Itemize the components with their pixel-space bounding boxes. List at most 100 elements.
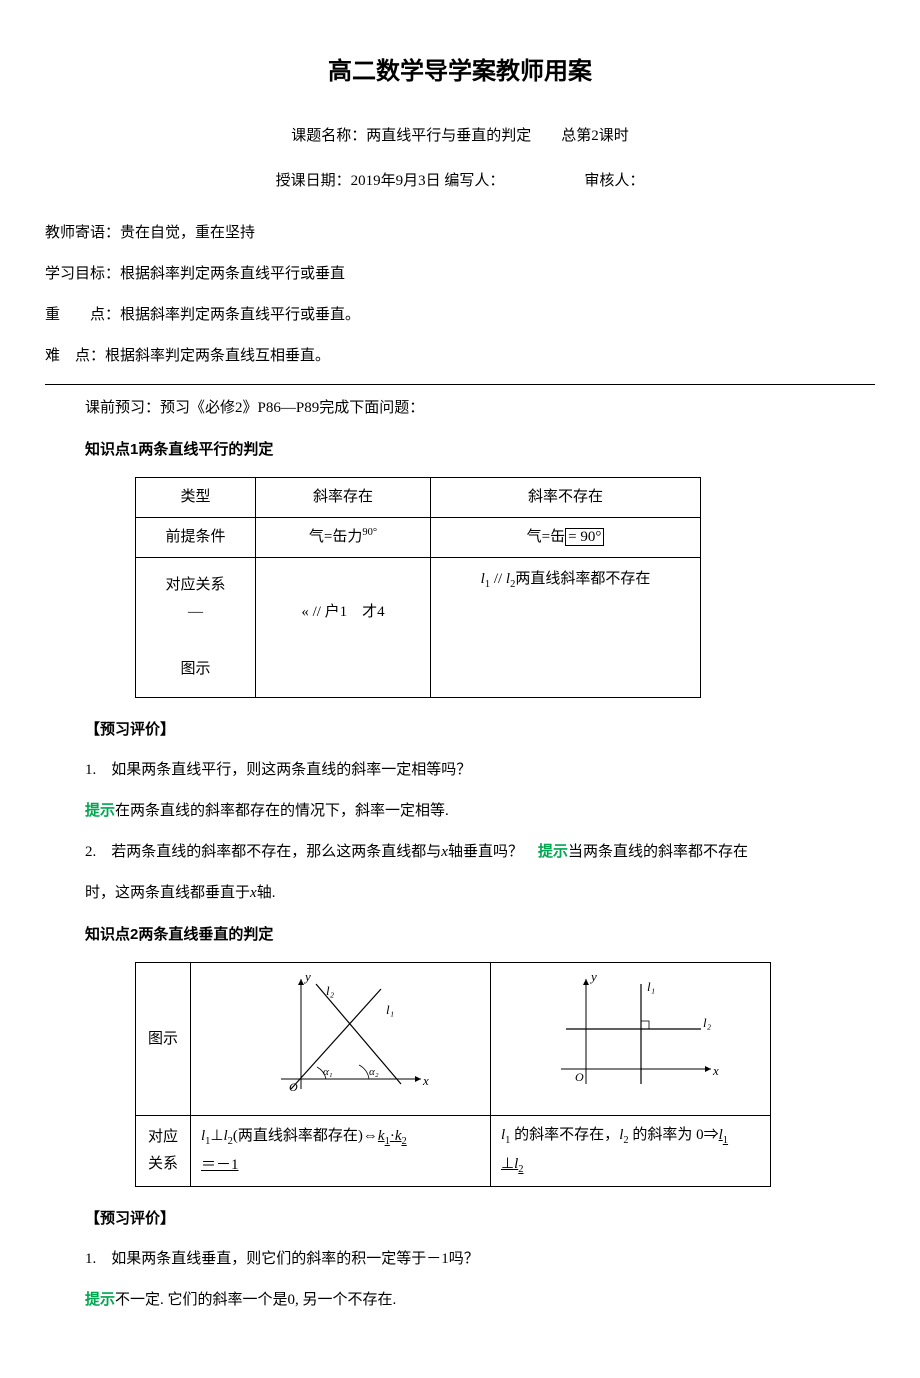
review1-a2b: 时，这两条直线都垂直于 — [85, 885, 250, 901]
kp2-r2c3-d: 的斜率为 0⇒ — [629, 1127, 719, 1143]
kp2-r2c3-f: ⊥ — [501, 1156, 514, 1172]
lesson-line: 课题名称：两直线平行与垂直的判定 总第2课时 — [45, 123, 875, 150]
writer-label: 编写人： — [444, 173, 504, 189]
kp1-r3c1b: — — [146, 599, 245, 626]
svg-text:l₁: l₁ — [647, 979, 655, 994]
lesson-label: 课题名称： — [291, 128, 366, 144]
kp1-r2c2a: 气=缶力 — [309, 529, 362, 545]
difficulty-label: 难 点： — [45, 348, 105, 364]
review1-heading: 【预习评价】 — [45, 716, 875, 743]
kp1-r1c1: 类型 — [136, 478, 256, 518]
kp1-r2c3: 气=缶= 90° — [431, 518, 701, 558]
date-line: 授课日期：2019年9月3日 编写人： 审核人： — [45, 168, 875, 195]
review2-heading: 【预习评价】 — [45, 1205, 875, 1232]
kp1-r3c1-group: 对应关系 — 图示 — [136, 558, 256, 698]
review1-a2c: 轴. — [257, 885, 276, 901]
preclass: 课前预习：预习《必修2》P86—P89完成下面问题： — [45, 395, 875, 422]
kp1-r3c3d: 两直线斜率都不存在 — [515, 571, 650, 587]
kp2-r2c2-g1: 2 — [402, 1136, 407, 1147]
keypoint: 重 点：根据斜率判定两条直线平行或垂直。 — [45, 302, 875, 329]
svg-text:x: x — [422, 1073, 429, 1088]
difficulty: 难 点：根据斜率判定两条直线互相垂直。 — [45, 343, 875, 370]
perpendicular-diagram-2: y x O l₁ l₂ — [531, 969, 731, 1099]
kp2-r2c3-b: 的斜率不存在， — [510, 1127, 619, 1143]
kp1-r3c3b: // — [490, 571, 506, 587]
kp1-r2c3b: = 90° — [565, 528, 604, 546]
svg-text:l₁: l₁ — [386, 1002, 394, 1017]
objective-label: 学习目标： — [45, 266, 120, 282]
kp1-r1c3: 斜率不存在 — [431, 478, 701, 518]
kp1-r3c2: « // 户1 才4 — [266, 599, 420, 626]
svg-text:y: y — [589, 969, 597, 984]
kp2-r2c1: 对应关系 — [136, 1116, 191, 1187]
kp1-r3c3-cell: l1 // l2两直线斜率都不存在 — [431, 558, 701, 698]
review2-a1-line: 提示不一定. 它们的斜率一个是0, 另一个不存在. — [45, 1287, 875, 1314]
teacher-msg-text: 贵在自觉，重在坚持 — [120, 225, 255, 241]
kp2-r2c2-e: k — [378, 1128, 385, 1144]
kp2-r2c2-g: k — [395, 1128, 402, 1144]
kp2-r2c2: l1⊥l2(两直线斜率都存在)⇔k1·k2＝－1 — [191, 1116, 491, 1187]
svg-text:x: x — [712, 1063, 719, 1078]
page-title: 高二数学导学案教师用案 — [45, 50, 875, 93]
kp1-r2c2b: 90° — [362, 527, 377, 538]
review1-q1: 1. 如果两条直线平行，则这两条直线的斜率一定相等吗？ — [45, 757, 875, 784]
kp2-r2c2-h: ＝－1 — [201, 1157, 239, 1173]
kp1-r1c2: 斜率存在 — [256, 478, 431, 518]
kp1-r2c3a: 气=缶 — [527, 529, 565, 545]
review2-a1: 不一定. 它们的斜率一个是0, 另一个不存在. — [115, 1292, 396, 1308]
kp1-r2c1: 前提条件 — [136, 518, 256, 558]
kp2-diagram2-cell: y x O l₁ l₂ — [491, 963, 771, 1116]
teacher-msg-label: 教师寄语： — [45, 225, 120, 241]
kp2-diagram1-cell: y x O l₂ l₁ α₁ α₂ — [191, 963, 491, 1116]
review1-q2-line: 2. 若两条直线的斜率都不存在，那么这两条直线都与x轴垂直吗？ 提示当两条直线的… — [45, 839, 875, 866]
reviewer-label: 审核人： — [584, 173, 644, 189]
kp2-table: 图示 y x O l₂ l₁ α₁ α₂ — [135, 962, 771, 1187]
kp2-r2c3: l1 的斜率不存在，l2 的斜率为 0⇒l1⊥l2 — [491, 1116, 771, 1187]
date-value: 2019年9月3日 — [351, 173, 441, 189]
kp2-r1c1: 图示 — [136, 963, 191, 1116]
kp1-table: 类型 斜率存在 斜率不存在 前提条件 气=缶力90° 气=缶= 90° 对应关系… — [135, 477, 701, 698]
kp1-r4c1: 图示 — [146, 656, 245, 683]
kp1-r2c2: 气=缶力90° — [256, 518, 431, 558]
review1-q2b: 轴垂直吗？ — [448, 844, 538, 860]
keypoint-label: 重 点： — [45, 307, 120, 323]
kp2-r2c3-e1: 1 — [723, 1135, 728, 1146]
objective-text: 根据斜率判定两条直线平行或垂直 — [120, 266, 345, 282]
difficulty-text: 根据斜率判定两条直线互相垂直。 — [105, 348, 330, 364]
svg-text:y: y — [303, 969, 311, 984]
kp1-title: 知识点1两条直线平行的判定 — [45, 436, 875, 463]
review1-a2a: 当两条直线的斜率都不存在 — [568, 844, 748, 860]
objective: 学习目标：根据斜率判定两条直线平行或垂直 — [45, 261, 875, 288]
svg-text:l₂: l₂ — [703, 1015, 712, 1030]
hint-label-1: 提示 — [85, 803, 115, 819]
lesson-name: 两直线平行与垂直的判定 — [366, 128, 531, 144]
lesson-period: 总第2课时 — [561, 128, 629, 144]
kp2-title: 知识点2两条直线垂直的判定 — [45, 921, 875, 948]
hint-label-3: 提示 — [85, 1292, 115, 1308]
divider — [45, 384, 875, 385]
hint-label-2: 提示 — [538, 844, 568, 860]
svg-text:O: O — [575, 1070, 584, 1084]
kp2-r2c2-d: (两直线斜率都存在)⇔ — [233, 1128, 378, 1144]
kp2-r2c2-b: ⊥ — [210, 1128, 223, 1144]
review1-a1: 在两条直线的斜率都存在的情况下，斜率一定相等. — [115, 803, 449, 819]
date-label: 授课日期： — [276, 173, 351, 189]
kp1-r3c1: 对应关系 — [146, 572, 245, 599]
svg-text:α₂: α₂ — [369, 1066, 379, 1078]
preclass-label: 课前预习： — [85, 400, 160, 416]
keypoint-text: 根据斜率判定两条直线平行或垂直。 — [120, 307, 360, 323]
review2-q1: 1. 如果两条直线垂直，则它们的斜率的积一定等于－1吗？ — [45, 1246, 875, 1273]
x-axis-ref-1: x — [441, 844, 448, 860]
kp2-r2c3-g1: 2 — [518, 1164, 523, 1175]
svg-text:α₁: α₁ — [323, 1066, 333, 1078]
x-axis-ref-2: x — [250, 885, 257, 901]
review1-a2b-line: 时，这两条直线都垂直于x轴. — [45, 880, 875, 907]
preclass-text: 预习《必修2》P86—P89完成下面问题： — [160, 400, 424, 416]
review1-a1-line: 提示在两条直线的斜率都存在的情况下，斜率一定相等. — [45, 798, 875, 825]
perpendicular-diagram-1: y x O l₂ l₁ α₁ α₂ — [241, 969, 441, 1099]
svg-text:l₂: l₂ — [326, 983, 335, 998]
review1-q2a: 2. 若两条直线的斜率都不存在，那么这两条直线都与 — [85, 844, 441, 860]
svg-text:O: O — [289, 1080, 298, 1094]
teacher-msg: 教师寄语：贵在自觉，重在坚持 — [45, 220, 875, 247]
kp1-r3c2-cell: « // 户1 才4 — [256, 558, 431, 698]
